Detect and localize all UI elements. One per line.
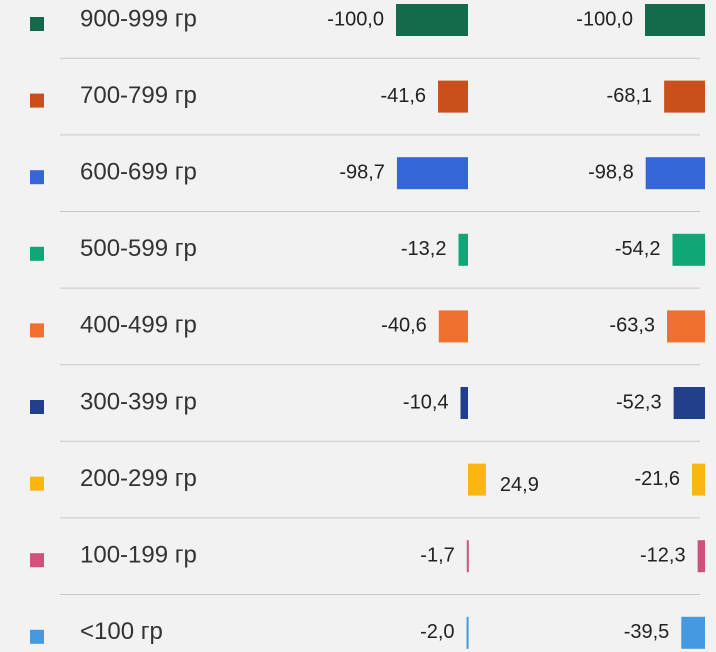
bar [438, 80, 468, 113]
legend-swatch [30, 629, 44, 644]
value-label: -40,6 [381, 315, 427, 337]
value-label: -68,1 [607, 85, 653, 107]
value-label: 24,9 [500, 474, 539, 496]
bar [664, 80, 705, 113]
category-label: 600-699 гр [80, 159, 197, 186]
value-label: -13,2 [401, 238, 447, 260]
bar [396, 4, 468, 36]
bar [681, 616, 705, 649]
bar [396, 157, 468, 190]
bar [645, 157, 705, 190]
bar [438, 310, 468, 343]
bar [460, 387, 468, 419]
category-label: 900-999 гр [80, 5, 197, 32]
value-label: -21,6 [634, 468, 680, 490]
value-label: -98,8 [588, 161, 634, 183]
bar [466, 540, 469, 573]
legend-swatch [30, 323, 44, 338]
bar [672, 233, 705, 266]
category-label: 700-799 гр [80, 82, 197, 109]
value-label: -54,2 [615, 238, 661, 260]
legend-swatch [30, 170, 44, 185]
bar [667, 310, 705, 343]
bar [468, 463, 486, 496]
value-label: -100,0 [576, 8, 633, 30]
category-label: <100 гр [80, 618, 163, 645]
legend-swatch [30, 93, 44, 108]
bar [645, 4, 705, 36]
legend-swatch [30, 400, 44, 414]
legend-swatch [30, 553, 44, 568]
value-label: -39,5 [624, 621, 670, 643]
bar [458, 233, 468, 266]
bar [692, 463, 705, 496]
value-label: -1,7 [420, 544, 454, 566]
category-label: 200-299 гр [80, 465, 197, 492]
value-label: -12,3 [640, 544, 686, 566]
value-label: -52,3 [616, 391, 662, 413]
value-label: -63,3 [609, 315, 655, 337]
value-label: -100,0 [327, 8, 384, 30]
bar [466, 616, 469, 649]
bar [673, 387, 705, 419]
legend-swatch [30, 476, 44, 491]
value-label: -2,0 [420, 621, 454, 643]
value-label: -98,7 [339, 161, 385, 183]
category-label: 400-499 гр [80, 312, 197, 339]
legend-swatch [30, 246, 44, 261]
category-label: 300-399 гр [80, 388, 197, 415]
bar [697, 540, 705, 573]
category-label: 100-199 гр [80, 542, 197, 569]
value-label: -10,4 [403, 391, 449, 413]
category-label: 500-599 гр [80, 235, 197, 262]
legend-swatch [30, 17, 44, 31]
value-label: -41,6 [380, 85, 426, 107]
